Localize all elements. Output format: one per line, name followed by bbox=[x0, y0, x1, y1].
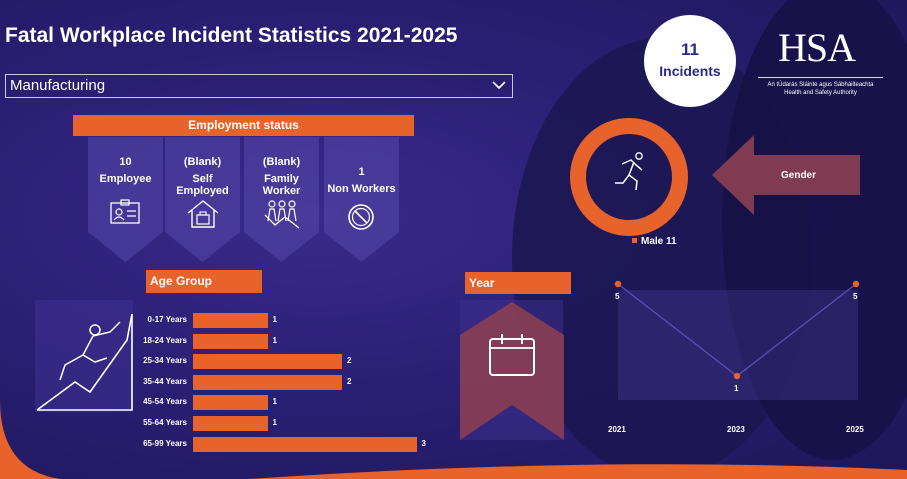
age-data-label: 2 bbox=[347, 356, 352, 366]
employment-label: Employee bbox=[99, 173, 152, 185]
line-data-label: 5 bbox=[853, 292, 858, 301]
employment-card-employee[interactable]: 10 Employee bbox=[88, 137, 163, 262]
gender-legend-male: Male 11 bbox=[641, 236, 677, 247]
age-category-label: 65-99 Years bbox=[143, 438, 187, 448]
employment-status-header: Employment status bbox=[73, 115, 414, 136]
incidents-kpi-card: 11 Incidents bbox=[644, 15, 736, 107]
filter-selected-value: Manufacturing bbox=[10, 77, 106, 94]
runner-icon bbox=[615, 152, 643, 191]
hsa-logo-subtitle: An tÚdarás Sláinte agus Sábháilteachta H… bbox=[758, 77, 883, 97]
gender-slice-male[interactable] bbox=[570, 118, 688, 236]
hsa-subtitle-irish: An tÚdarás Sláinte agus Sábháilteachta bbox=[767, 82, 874, 88]
age-data-label: 3 bbox=[421, 438, 426, 448]
employment-card-family-worker[interactable]: (Blank) Family Worker bbox=[244, 137, 319, 262]
age-category-label: 0-17 Years bbox=[147, 315, 187, 324]
age-data-label: 1 bbox=[272, 418, 277, 427]
line-data-label: 1 bbox=[734, 384, 739, 393]
employment-value: 10 bbox=[119, 156, 132, 168]
year-tick-label: 2021 bbox=[608, 425, 626, 434]
climber-icon bbox=[36, 313, 133, 411]
incidents-label: Incidents bbox=[659, 63, 721, 79]
age-bar[interactable] bbox=[193, 354, 342, 370]
chevron-down-icon bbox=[492, 81, 506, 90]
id-badge-icon bbox=[110, 199, 140, 224]
incidents-count: 11 bbox=[681, 40, 699, 59]
employment-label: Non Workers bbox=[327, 183, 396, 195]
age-category-label: 25-34 Years bbox=[143, 356, 187, 366]
family-group-icon bbox=[264, 200, 300, 229]
age-bar[interactable] bbox=[193, 395, 268, 411]
line-data-label: 5 bbox=[615, 292, 620, 301]
gender-donut-chart bbox=[570, 118, 688, 236]
house-briefcase-icon bbox=[187, 200, 219, 228]
age-data-label: 2 bbox=[347, 376, 352, 386]
age-bar[interactable] bbox=[193, 313, 268, 328]
age-bar[interactable] bbox=[193, 374, 342, 390]
year-header: Year bbox=[465, 272, 571, 294]
year-chevron-banner bbox=[460, 302, 564, 440]
age-category-label: 45-54 Years bbox=[143, 397, 187, 407]
age-category-label: 55-64 Years bbox=[143, 418, 187, 427]
line-point[interactable] bbox=[614, 280, 622, 288]
employment-value: (Blank) bbox=[262, 156, 301, 168]
line-point[interactable] bbox=[852, 280, 860, 288]
employment-card-non-workers[interactable]: 1 Non Workers bbox=[324, 137, 399, 262]
employment-label: Self Employed bbox=[176, 173, 229, 197]
gender-header: Gender bbox=[781, 170, 817, 181]
age-bar[interactable] bbox=[193, 416, 268, 431]
age-bar[interactable] bbox=[193, 436, 417, 452]
hsa-subtitle-english: Health and Safety Authority bbox=[784, 90, 857, 96]
page-title: Fatal Workplace Incident Statistics 2021… bbox=[5, 24, 458, 47]
industry-filter-dropdown[interactable]: Manufacturing bbox=[5, 74, 513, 98]
hsa-logo: HSA bbox=[778, 25, 856, 70]
employment-value: (Blank) bbox=[183, 156, 222, 168]
age-data-label: 1 bbox=[272, 335, 277, 345]
gender-arrow-banner bbox=[712, 135, 860, 215]
age-group-header: Age Group bbox=[146, 270, 262, 293]
age-category-label: 35-44 Years bbox=[143, 376, 187, 386]
employment-value: 1 bbox=[358, 166, 365, 178]
prohibited-icon bbox=[348, 204, 374, 230]
employment-label: Family Worker bbox=[262, 173, 301, 197]
age-data-label: 1 bbox=[272, 315, 277, 324]
line-series bbox=[617, 283, 857, 377]
employment-card-self-employed[interactable]: (Blank) Self Employed bbox=[165, 137, 240, 262]
year-tick-label: 2025 bbox=[846, 425, 864, 434]
legend-male-swatch bbox=[632, 238, 637, 243]
age-category-label: 18-24 Years bbox=[143, 335, 187, 345]
year-tick-label: 2023 bbox=[727, 425, 745, 434]
age-data-label: 1 bbox=[272, 397, 277, 407]
age-bar[interactable] bbox=[193, 333, 268, 349]
calendar-icon bbox=[489, 334, 535, 376]
line-point[interactable] bbox=[733, 372, 741, 380]
